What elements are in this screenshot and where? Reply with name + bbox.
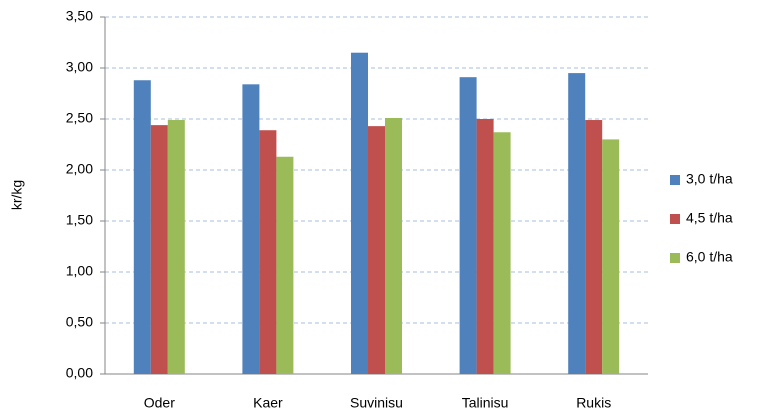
x-tick-label: Kaer xyxy=(253,395,283,411)
legend-swatch xyxy=(670,175,680,185)
y-tick-label: 0,00 xyxy=(66,365,93,381)
bar xyxy=(150,125,168,375)
legend-label: 4,5 t/ha xyxy=(686,210,733,226)
x-tick-label: Rukis xyxy=(576,395,611,411)
bar xyxy=(493,132,511,374)
y-tick-label: 2,50 xyxy=(66,110,93,126)
bar xyxy=(568,73,586,374)
y-tick-label: 1,50 xyxy=(66,212,93,228)
bar xyxy=(368,126,385,374)
legend-swatch xyxy=(670,253,680,263)
bar xyxy=(476,119,494,374)
bar xyxy=(351,52,368,374)
bar xyxy=(459,77,477,375)
y-tick-label: 1,00 xyxy=(66,263,93,279)
bar xyxy=(385,117,402,374)
y-axis-label: kr/kg xyxy=(9,180,25,210)
legend-swatch xyxy=(670,214,680,224)
bar xyxy=(602,139,620,374)
x-tick-label: Oder xyxy=(144,395,175,411)
bar xyxy=(259,130,277,374)
bar xyxy=(585,120,603,375)
bar xyxy=(276,156,294,374)
y-tick-label: 0,50 xyxy=(66,314,93,330)
bar xyxy=(242,84,260,374)
legend-label: 3,0 t/ha xyxy=(686,171,733,187)
x-tick-label: Suvinisu xyxy=(350,395,403,411)
y-tick-label: 3,00 xyxy=(66,59,93,75)
legend-label: 6,0 t/ha xyxy=(686,249,733,265)
x-tick-label: Talinisu xyxy=(462,395,509,411)
bar xyxy=(133,80,151,375)
y-tick-label: 2,00 xyxy=(66,161,93,177)
bar xyxy=(167,120,185,375)
y-tick-label: 3,50 xyxy=(66,8,93,24)
